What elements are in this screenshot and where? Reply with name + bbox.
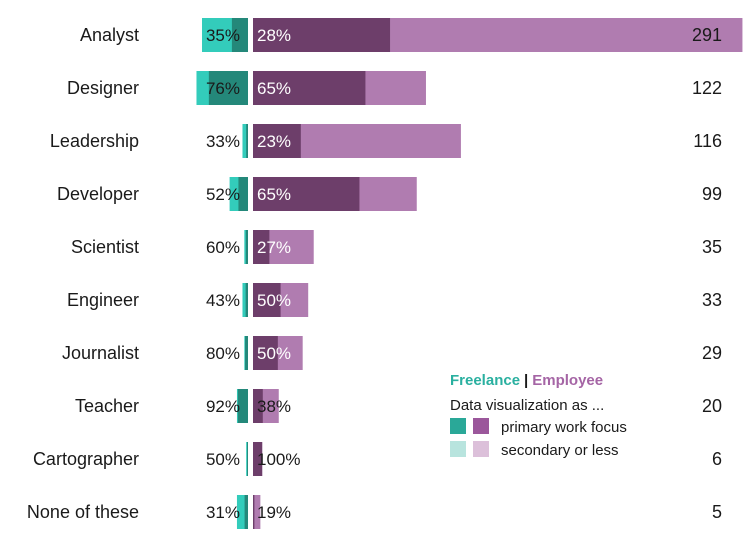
- bar-freelance-primary: [245, 336, 248, 370]
- freelance-share-label: 31%: [206, 503, 240, 522]
- freelance-share-label: 92%: [206, 397, 240, 416]
- chart-row: None of these 31% 19% 5: [27, 495, 722, 529]
- legend-title: Freelance | Employee: [450, 372, 603, 389]
- legend-swatch-freelance-secondary: [450, 441, 466, 457]
- bar-employee-primary: [253, 177, 360, 211]
- total-count: 20: [702, 396, 722, 416]
- bar-employee-secondary: [253, 495, 261, 529]
- freelance-share-label: 60%: [206, 238, 240, 257]
- freelance-share-label: 33%: [206, 132, 240, 151]
- category-label: Designer: [67, 78, 139, 98]
- category-label: Developer: [57, 184, 139, 204]
- freelance-share-label: 50%: [206, 450, 240, 469]
- freelance-share-label: 80%: [206, 344, 240, 363]
- total-count: 116: [693, 131, 722, 151]
- legend-freelance-label: Freelance: [450, 372, 520, 389]
- freelance-share-label: 35%: [206, 26, 240, 45]
- bar-freelance-primary: [237, 389, 248, 423]
- chart-row: Scientist 60% 27% 35: [71, 230, 722, 264]
- bar-freelance-secondary: [242, 124, 248, 158]
- chart-row: Cartographer 50% 100% 6: [33, 442, 722, 476]
- employee-share-label: 23%: [257, 132, 291, 151]
- employee-share-label: 28%: [257, 26, 291, 45]
- total-count: 29: [702, 343, 722, 363]
- freelance-share-label: 76%: [206, 79, 240, 98]
- total-count: 291: [692, 25, 722, 45]
- bar-employee-primary: [253, 71, 366, 105]
- category-label: Leadership: [50, 131, 139, 151]
- chart-row: Engineer 43% 50% 33: [67, 283, 722, 317]
- chart-row: Designer 76% 65% 122: [67, 71, 722, 105]
- legend-subtitle: Data visualization as ...: [450, 397, 604, 414]
- total-count: 6: [712, 449, 722, 469]
- bar-freelance-primary: [208, 71, 248, 105]
- chart-row: Teacher 92% 38% 20: [75, 389, 722, 423]
- employee-share-label: 27%: [257, 238, 291, 257]
- chart-row: Leadership 33% 23% 116: [50, 124, 722, 158]
- category-label: Teacher: [75, 396, 139, 416]
- legend-employee-label: Employee: [532, 372, 603, 389]
- category-label: Journalist: [62, 343, 139, 363]
- total-count: 122: [692, 78, 722, 98]
- legend-swatch-employee-primary: [473, 418, 489, 434]
- category-label: None of these: [27, 502, 139, 522]
- bar-employee-primary: [253, 442, 263, 476]
- employee-share-label: 100%: [257, 450, 300, 469]
- employee-share-label: 50%: [257, 344, 291, 363]
- freelance-share-label: 52%: [206, 185, 240, 204]
- employee-share-label: 19%: [257, 503, 291, 522]
- bar-freelance-primary: [245, 230, 248, 264]
- category-label: Scientist: [71, 237, 139, 257]
- legend-secondary-label: secondary or less: [501, 442, 619, 459]
- bar-employee-primary: [253, 495, 255, 529]
- chart-rows: Analyst 35% 28% 291 Designer 76% 65% 122 Leaders…: [27, 18, 743, 529]
- legend-primary-label: primary work focus: [501, 419, 627, 436]
- employee-share-label: 38%: [257, 397, 291, 416]
- bar-freelance-primary: [246, 124, 248, 158]
- category-label: Engineer: [67, 290, 139, 310]
- legend-separator: |: [524, 372, 528, 389]
- bar-freelance-primary: [244, 495, 248, 529]
- bar-employee-primary: [253, 389, 263, 423]
- employee-share-label: 50%: [257, 291, 291, 310]
- chart-row: Journalist 80% 50% 29: [62, 336, 722, 370]
- legend-swatch-freelance-primary: [450, 418, 466, 434]
- bar-freelance-secondary: [242, 283, 248, 317]
- bar-freelance-primary: [231, 18, 248, 52]
- bar-freelance-primary: [238, 177, 248, 211]
- bar-employee-primary: [253, 336, 278, 370]
- category-label: Analyst: [80, 25, 139, 45]
- chart-row: Developer 52% 65% 99: [57, 177, 722, 211]
- employee-share-label: 65%: [257, 79, 291, 98]
- total-count: 33: [702, 290, 722, 310]
- bar-freelance-secondary: [236, 495, 248, 529]
- legend-swatch-employee-secondary: [473, 441, 489, 457]
- bar-employee-primary: [253, 283, 281, 317]
- legend: Freelance | Employee Data visualization as…: [450, 372, 627, 459]
- bar-employee-primary: [253, 230, 270, 264]
- bar-employee-primary: [253, 124, 301, 158]
- bar-freelance-primary: [247, 442, 248, 476]
- bar-freelance-primary: [245, 283, 248, 317]
- category-label: Cartographer: [33, 449, 139, 469]
- bar-employee-primary: [253, 18, 391, 52]
- chart-row: Analyst 35% 28% 291: [80, 18, 743, 52]
- freelance-share-label: 43%: [206, 291, 240, 310]
- total-count: 35: [702, 237, 722, 257]
- total-count: 99: [702, 184, 722, 204]
- employee-share-label: 65%: [257, 185, 291, 204]
- total-count: 5: [712, 502, 722, 522]
